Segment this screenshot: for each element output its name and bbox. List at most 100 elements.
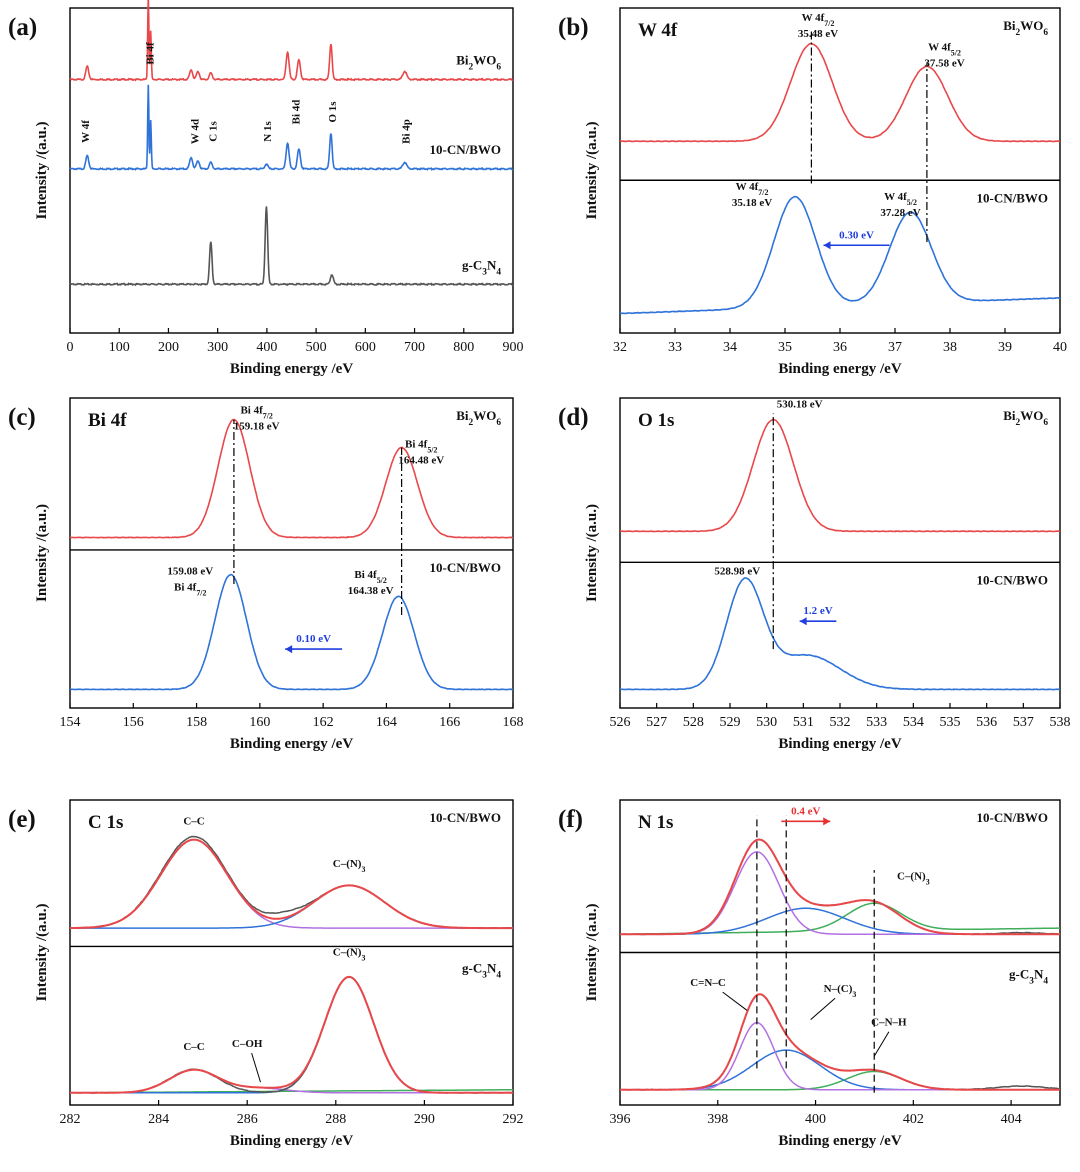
x-tick-label: 528 — [683, 715, 704, 730]
component-label: C–(N)3 — [333, 858, 366, 874]
x-tick-label: 533 — [866, 715, 887, 730]
shift-label: 0.30 eV — [839, 229, 874, 241]
x-tick-label: 900 — [503, 340, 524, 355]
component-label: C=N–C — [690, 977, 726, 989]
x-tick-label: 290 — [414, 1112, 435, 1127]
x-tick-label: 400 — [805, 1112, 826, 1127]
x-tick-label: 160 — [249, 715, 270, 730]
sample-label: Bi2WO6 — [456, 408, 501, 428]
x-tick-label: 530 — [756, 715, 777, 730]
top-curve-purple — [620, 851, 1060, 935]
y-axis-label: Intensity /(a.u.) — [34, 504, 50, 602]
y-axis-label: Intensity /(a.u.) — [34, 904, 50, 1002]
panel-a: 0 100 200 300 400 500 600 700 800 900 Binding ener… — [8, 0, 524, 377]
bottom-curve-gray — [619, 993, 1061, 1091]
x-axis-label: Binding energy /eV — [778, 736, 902, 752]
sample-label: 10-CN/BWO — [430, 142, 502, 157]
peak-annotation: Bi 4d — [290, 100, 302, 125]
panel-title: C 1s — [88, 812, 123, 833]
x-tick-label: 537 — [1013, 715, 1034, 730]
x-tick-label: 168 — [503, 715, 524, 730]
x-tick-label: 398 — [707, 1112, 728, 1127]
component-label: N–(C)3 — [824, 983, 857, 999]
x-tick-label: 156 — [123, 715, 144, 730]
peak-label: 159.18 eV — [234, 421, 280, 433]
shift-arrow-head — [823, 817, 831, 826]
x-tick-label: 37 — [888, 340, 902, 355]
series-line-blue — [69, 573, 513, 691]
bottom-curve-purple — [620, 1021, 1060, 1091]
x-tick-label: 33 — [668, 340, 682, 355]
x-tick-label: 526 — [610, 715, 631, 730]
x-tick-label: 0 — [67, 340, 74, 355]
y-axis-label: Intensity /(a.u.) — [584, 122, 600, 220]
component-label: C–(N)3 — [333, 947, 366, 963]
peak-label: Bi 4f5/2 — [354, 569, 386, 585]
peak-annotation: Bi 4f — [145, 42, 157, 65]
peak-annotation: C 1s — [208, 121, 220, 142]
panel-title: O 1s — [638, 410, 674, 431]
x-tick-label: 39 — [998, 340, 1012, 355]
x-tick-label: 292 — [503, 1112, 524, 1127]
sample-label: Bi2WO6 — [1003, 18, 1048, 38]
panel-title: W 4f — [638, 20, 678, 41]
bottom-curve-purple — [70, 1068, 513, 1094]
component-label: C–C — [183, 815, 204, 827]
peak-annotation: W 4f — [80, 120, 92, 143]
x-axis-label: Binding energy /eV — [778, 1133, 902, 1149]
x-tick-label: 600 — [355, 340, 376, 355]
plot-frame — [619, 397, 1061, 709]
bottom-curve-gray — [69, 975, 514, 1094]
peak-label: Bi 4f7/2 — [240, 405, 272, 421]
x-tick-label: 700 — [404, 340, 425, 355]
panel-d: 526 527 528 529 530 531 532 533 534 535 536 537 538 B… — [558, 397, 1071, 752]
label-pointer — [251, 1053, 261, 1083]
panel-label: (b) — [558, 14, 589, 41]
panel-title: N 1s — [638, 812, 673, 833]
shift-label: 1.2 eV — [803, 605, 832, 617]
x-tick-label: 35 — [778, 340, 792, 355]
series-line-blue — [619, 195, 1061, 315]
peak-label: W 4f7/2 — [802, 12, 835, 28]
x-tick-label: 538 — [1050, 715, 1071, 730]
x-axis-label: Binding energy /eV — [230, 1133, 354, 1149]
x-tick-label: 404 — [1001, 1112, 1022, 1127]
peak-label: W 4f7/2 — [736, 181, 769, 197]
bottom-curve-green — [620, 1070, 1060, 1091]
label-pointer — [810, 997, 836, 1020]
x-tick-label: 531 — [793, 715, 814, 730]
x-tick-label: 38 — [943, 340, 957, 355]
peak-label: 37.28 eV — [880, 207, 920, 219]
sample-label: Bi2WO6 — [1003, 408, 1048, 428]
top-curve-gray — [619, 839, 1061, 936]
x-tick-label: 34 — [723, 340, 737, 355]
series-line-red — [619, 42, 1061, 143]
sample-label: 10-CN/BWO — [977, 810, 1049, 825]
x-tick-label: 402 — [903, 1112, 924, 1127]
x-tick-label: 100 — [109, 340, 130, 355]
series-line-blue — [69, 84, 514, 172]
x-tick-label: 40 — [1053, 340, 1067, 355]
top-curve-blue — [620, 907, 1060, 935]
x-tick-label: 400 — [256, 340, 277, 355]
panel-title: Bi 4f — [88, 410, 127, 431]
label-pointer — [722, 991, 748, 1011]
x-tick-label: 200 — [158, 340, 179, 355]
bottom-curve-red — [620, 993, 1060, 1091]
panel-label: (a) — [8, 14, 37, 41]
x-tick-label: 282 — [60, 1112, 81, 1127]
x-tick-label: 532 — [830, 715, 851, 730]
top-curve-red — [70, 838, 513, 930]
y-axis-label: Intensity /(a.u.) — [584, 904, 600, 1002]
x-axis-label: Binding energy /eV — [778, 361, 902, 377]
peak-label: 530.18 eV — [777, 398, 823, 410]
series-line-blue — [619, 577, 1060, 691]
peak-label: 37.58 eV — [924, 57, 964, 69]
sample-label: 10-CN/BWO — [430, 560, 502, 575]
x-tick-label: 536 — [976, 715, 997, 730]
x-tick-label: 500 — [306, 340, 327, 355]
shift-label: 0.10 eV — [296, 633, 331, 645]
peak-annotation: N 1s — [262, 121, 274, 142]
x-axis-label: Binding energy /eV — [230, 361, 354, 377]
peak-label: W 4f5/2 — [884, 191, 917, 207]
